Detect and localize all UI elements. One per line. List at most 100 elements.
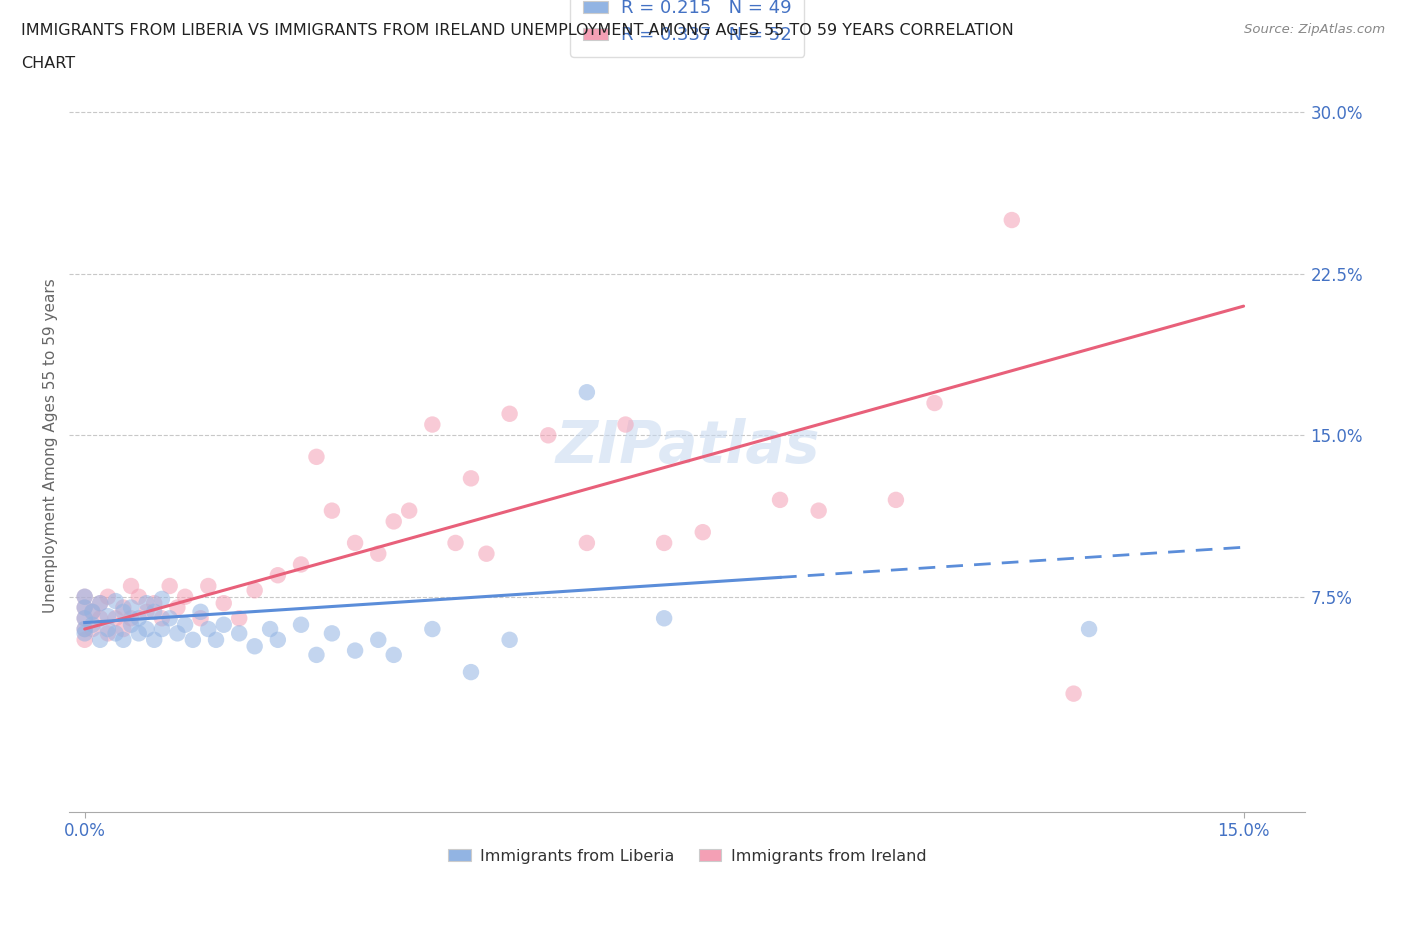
Y-axis label: Unemployment Among Ages 55 to 59 years: Unemployment Among Ages 55 to 59 years — [44, 279, 58, 614]
Point — [89, 596, 111, 611]
Point — [305, 449, 328, 464]
Point — [1078, 621, 1101, 636]
Point — [228, 611, 250, 626]
Point — [367, 546, 389, 561]
Point — [498, 632, 520, 647]
Point — [73, 600, 96, 615]
Point — [73, 621, 96, 636]
Point — [475, 546, 498, 561]
Legend: Immigrants from Liberia, Immigrants from Ireland: Immigrants from Liberia, Immigrants from… — [441, 843, 932, 870]
Point — [135, 596, 157, 611]
Point — [120, 600, 142, 615]
Point — [190, 604, 212, 619]
Point — [159, 578, 181, 593]
Point — [382, 514, 405, 529]
Point — [382, 647, 405, 662]
Point — [128, 590, 150, 604]
Point — [614, 417, 637, 432]
Point — [73, 611, 96, 626]
Point — [73, 600, 96, 615]
Point — [212, 618, 235, 632]
Point — [692, 525, 714, 539]
Point — [367, 632, 389, 647]
Point — [128, 611, 150, 626]
Point — [166, 626, 188, 641]
Point — [73, 611, 96, 626]
Point — [924, 395, 946, 410]
Text: IMMIGRANTS FROM LIBERIA VS IMMIGRANTS FROM IRELAND UNEMPLOYMENT AMONG AGES 55 TO: IMMIGRANTS FROM LIBERIA VS IMMIGRANTS FR… — [21, 23, 1014, 38]
Point — [460, 665, 482, 680]
Point — [97, 590, 120, 604]
Point — [290, 557, 312, 572]
Point — [267, 568, 290, 583]
Point — [135, 604, 157, 619]
Point — [197, 578, 219, 593]
Point — [89, 596, 111, 611]
Point — [267, 632, 290, 647]
Point — [344, 536, 367, 551]
Point — [174, 590, 197, 604]
Point — [181, 632, 204, 647]
Point — [166, 600, 188, 615]
Point — [652, 611, 675, 626]
Point — [120, 611, 142, 626]
Point — [290, 618, 312, 632]
Point — [243, 583, 266, 598]
Point — [73, 621, 96, 636]
Text: CHART: CHART — [21, 56, 75, 71]
Point — [398, 503, 420, 518]
Point — [652, 536, 675, 551]
Point — [73, 590, 96, 604]
Point — [104, 593, 127, 608]
Text: ZIPatlas: ZIPatlas — [555, 418, 820, 474]
Point — [190, 611, 212, 626]
Point — [769, 493, 792, 508]
Point — [305, 647, 328, 662]
Point — [97, 609, 120, 624]
Point — [575, 385, 598, 400]
Point — [112, 621, 135, 636]
Point — [321, 626, 343, 641]
Point — [243, 639, 266, 654]
Point — [537, 428, 560, 443]
Point — [89, 611, 111, 626]
Point — [1063, 686, 1085, 701]
Point — [104, 611, 127, 626]
Point — [97, 626, 120, 641]
Point — [112, 604, 135, 619]
Point — [205, 632, 228, 647]
Point — [498, 406, 520, 421]
Point — [197, 621, 219, 636]
Point — [159, 611, 181, 626]
Point — [174, 618, 197, 632]
Point — [575, 536, 598, 551]
Point — [150, 621, 173, 636]
Point — [143, 596, 166, 611]
Point — [82, 618, 104, 632]
Point — [112, 632, 135, 647]
Point — [73, 626, 96, 641]
Point — [344, 644, 367, 658]
Point — [104, 626, 127, 641]
Point — [259, 621, 281, 636]
Point — [82, 604, 104, 619]
Point — [89, 632, 111, 647]
Point — [212, 596, 235, 611]
Point — [120, 578, 142, 593]
Point — [422, 621, 444, 636]
Point — [112, 600, 135, 615]
Point — [143, 632, 166, 647]
Point — [73, 590, 96, 604]
Point — [321, 503, 343, 518]
Point — [884, 493, 907, 508]
Text: Source: ZipAtlas.com: Source: ZipAtlas.com — [1244, 23, 1385, 36]
Point — [135, 621, 157, 636]
Point — [150, 591, 173, 606]
Point — [128, 626, 150, 641]
Point — [120, 618, 142, 632]
Point — [97, 621, 120, 636]
Point — [150, 611, 173, 626]
Point — [422, 417, 444, 432]
Point — [143, 604, 166, 619]
Point — [82, 621, 104, 636]
